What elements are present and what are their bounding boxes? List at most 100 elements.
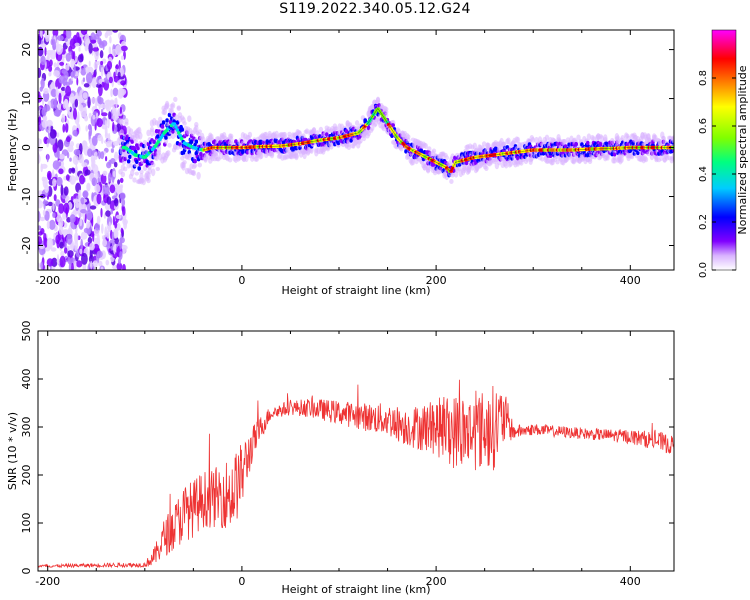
heatmap-noise-cell [84, 33, 90, 46]
heatmap-noise-cell [96, 215, 101, 225]
heatmap-noise-cell [87, 96, 91, 109]
heatmap-noise-cell [46, 220, 50, 230]
heatmap-noise-cell [58, 168, 64, 175]
heatmap-noise-cell [112, 30, 119, 33]
heatmap-noise-cell [62, 123, 66, 133]
heatmap-noise-cell [101, 81, 105, 88]
heatmap-noise-cell [63, 70, 69, 81]
heatmap-noise-cell [115, 214, 122, 219]
heatmap-noise-cell [78, 189, 82, 202]
heatmap-noise-cell [38, 262, 41, 269]
heatmap-halo-cell [170, 102, 176, 109]
heatmap-noise-cell [59, 241, 65, 249]
heatmap-noise-cell [46, 237, 54, 250]
figure-title: S119.2022.340.05.12.G24 [279, 1, 471, 17]
heatmap-noise-cell [59, 61, 65, 66]
heatmap-noise-cell [58, 153, 65, 160]
heatmap-halo-cell [444, 155, 449, 161]
heatmap-noise-cell [101, 235, 106, 240]
snr-frame [37, 330, 675, 572]
heatmap-noise-cell [38, 115, 42, 125]
heatmap-halo-cell [176, 105, 181, 110]
heatmap-noise-cell [73, 260, 77, 270]
heatmap-noise-cell [42, 209, 46, 216]
heatmap-halo-cell [247, 131, 253, 138]
heatmap-noise-cell [85, 125, 88, 132]
heatmap-noise-cell [56, 254, 60, 266]
heatmap-noise-cell [44, 210, 50, 221]
heatmap-axes: -200 0 200 400 -20 -10 0 10 20 [20, 30, 674, 287]
y-tick-label: 500 [20, 321, 33, 342]
heatmap-noise-cell [120, 45, 128, 52]
heatmap-halo-cell [481, 141, 487, 147]
heatmap-noise-cell [76, 77, 79, 86]
snr-series-line [38, 379, 674, 569]
heatmap-noise-cell [57, 103, 62, 111]
heatmap-noise-cell [53, 70, 60, 77]
heatmap-noise-cell [112, 121, 115, 132]
heatmap-noise-cell [98, 260, 103, 267]
y-tick-label: 300 [20, 417, 33, 438]
heatmap-noise-cell [101, 112, 108, 117]
heatmap-noise-cell [84, 44, 89, 52]
heatmap-noise-cell [65, 53, 72, 62]
y-tick-label: 400 [20, 369, 33, 390]
heatmap-noise-cell [82, 140, 88, 149]
heatmap-halo-cell [450, 173, 455, 178]
heatmap-halo-cell [182, 121, 187, 126]
heatmap-noise-cell [70, 141, 74, 147]
heatmap-halo-cell [119, 118, 124, 126]
heatmap-noise-cell [108, 221, 111, 232]
heatmap-halo-cell [294, 148, 299, 156]
heatmap-noise-cell [114, 97, 118, 104]
heatmap-noise-cell [63, 186, 69, 196]
heatmap-halo-cell [203, 153, 208, 162]
heatmap-noise-cell [50, 247, 57, 252]
heatmap-noise-cell [88, 254, 94, 264]
heatmap-band-cell [171, 129, 175, 134]
x-tick-label: 0 [238, 575, 245, 588]
heatmap-noise-cell [69, 175, 76, 185]
heatmap-noise-cell [100, 266, 104, 270]
heatmap-halo-cell [544, 134, 550, 141]
heatmap-noise-cell [106, 230, 110, 239]
heatmap-y-axis-label: Frequency (Hz) [6, 109, 19, 192]
heatmap-noise-cell [53, 62, 57, 68]
heatmap-noise-cell [110, 209, 114, 215]
heatmap-noise-cell [38, 225, 42, 231]
heatmap-noise-cell [60, 184, 64, 196]
heatmap-noise-cell [60, 250, 65, 257]
heatmap-noise-cell [112, 264, 118, 270]
heatmap-noise-cell [52, 160, 60, 170]
heatmap-noise-cell [106, 60, 113, 70]
heatmap-noise-cell [91, 77, 97, 89]
heatmap-noise-cell [77, 95, 81, 102]
colorbar-tick-label: 0.8 [698, 70, 709, 86]
heatmap-noise-cell [74, 232, 79, 244]
heatmap-halo-cell [147, 167, 152, 175]
heatmap-halo-cell [375, 96, 381, 104]
heatmap-noise-cell [52, 212, 56, 218]
heatmap-noise-cell [112, 113, 119, 121]
heatmap-noise-cell [68, 168, 72, 174]
heatmap-noise-cell [119, 192, 126, 200]
heatmap-noise-cell [48, 71, 52, 77]
heatmap-noise-cell [52, 39, 56, 50]
heatmap-noise-cell [56, 39, 59, 52]
x-tick-label: 200 [426, 274, 447, 287]
heatmap-halo-cell [484, 165, 489, 171]
heatmap-noise-cell [121, 198, 126, 207]
heatmap-noise-cell [85, 71, 93, 84]
heatmap-halo-cell [425, 168, 431, 173]
heatmap-noise-cell [48, 219, 56, 230]
heatmap-band-cell [180, 127, 185, 132]
heatmap-noise-cell [106, 196, 112, 205]
heatmap-noise-cell [94, 184, 101, 193]
heatmap-noise-cell [120, 185, 123, 195]
heatmap-noise-cell [97, 177, 100, 186]
heatmap-noise-cell [48, 123, 51, 134]
heatmap-noise-cell [43, 88, 49, 95]
heatmap-noise-cell [120, 227, 124, 234]
colorbar-label: Normalized spectral amplitude [736, 65, 749, 234]
heatmap-halo-cell [141, 178, 146, 186]
